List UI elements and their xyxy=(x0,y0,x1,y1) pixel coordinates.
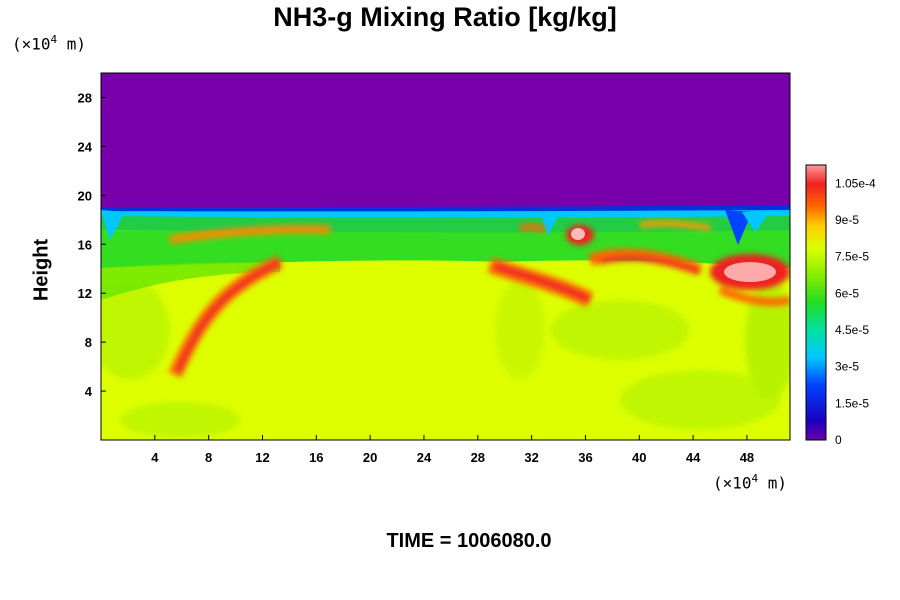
colorbar-tick-label: 7.5e-5 xyxy=(835,250,869,264)
x-tick-label: 16 xyxy=(309,450,323,465)
x-tick-label: 24 xyxy=(417,450,432,465)
chart-title: NH3-g Mixing Ratio [kg/kg] xyxy=(273,2,617,32)
x-tick-label: 36 xyxy=(578,450,592,465)
x-tick-label: 32 xyxy=(524,450,538,465)
x-tick-label: 28 xyxy=(471,450,485,465)
x-tick-label: 12 xyxy=(255,450,269,465)
colorbar-tick-label: 0 xyxy=(835,433,842,447)
y-tick-label: 28 xyxy=(78,90,92,105)
y-tick-label: 20 xyxy=(78,188,92,203)
time-label: TIME = 1006080.0 xyxy=(386,530,552,552)
x-tick-label: 40 xyxy=(632,450,646,465)
y-axis-ticks: 4 8 12 16 20 24 28 xyxy=(78,90,106,399)
colorbar-tick-label: 6e-5 xyxy=(835,286,859,300)
y-axis-unit: (×104 m) xyxy=(12,33,87,54)
x-axis-unit: (×104 m) xyxy=(713,472,788,493)
colorbar-tick-label: 3e-5 xyxy=(835,360,859,374)
y-tick-label: 24 xyxy=(78,139,93,154)
x-tick-label: 8 xyxy=(205,450,212,465)
colorbar-tick-label: 4.5e-5 xyxy=(835,323,869,337)
y-tick-label: 12 xyxy=(78,286,92,301)
y-tick-label: 16 xyxy=(78,237,92,252)
x-tick-label: 44 xyxy=(686,450,701,465)
x-tick-label: 48 xyxy=(740,450,754,465)
colorbar-tick-label: 1.5e-5 xyxy=(835,396,869,410)
x-axis-ticks: 4 8 12 16 20 24 28 32 36 40 44 48 xyxy=(151,435,754,465)
x-tick-label: 20 xyxy=(363,450,377,465)
plot-frame xyxy=(100,72,791,441)
colorbar-tick-label: 1.05e-4 xyxy=(835,176,876,190)
y-tick-label: 8 xyxy=(85,335,92,350)
colorbar-tick-label: 9e-5 xyxy=(835,213,859,227)
colorbar xyxy=(805,164,827,441)
colorbar-ticks: 1.05e-4 9e-5 7.5e-5 6e-5 4.5e-5 3e-5 1.5e-5 0 xyxy=(835,176,876,447)
heatmap-field xyxy=(101,73,790,440)
x-tick-label: 4 xyxy=(151,450,159,465)
y-tick-label: 4 xyxy=(85,384,93,399)
